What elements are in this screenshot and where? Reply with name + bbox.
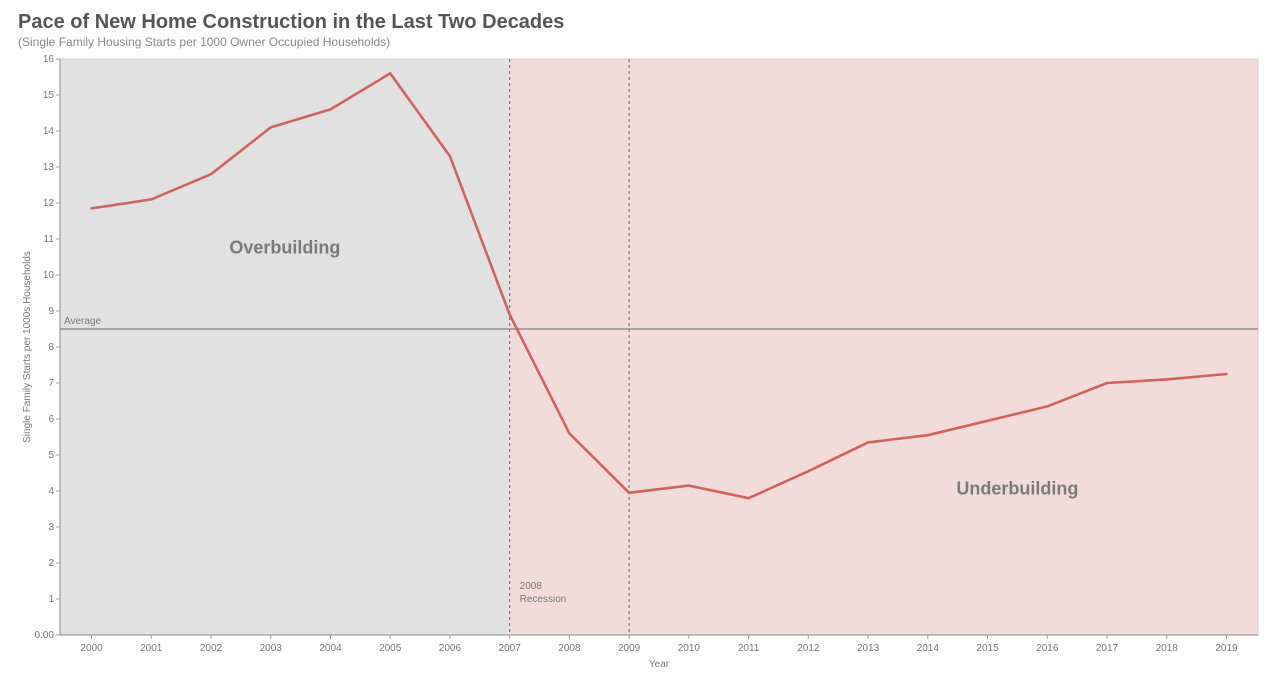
x-tick-label: 2014 [917,643,940,654]
y-tick-label: 16 [43,55,55,65]
x-tick-label: 2005 [379,643,402,654]
x-tick-label: 2004 [319,643,342,654]
recession-label-line2: Recession [520,594,567,605]
x-tick-label: 2013 [857,643,880,654]
x-tick-label: 2002 [200,643,223,654]
x-tick-label: 2001 [140,643,163,654]
x-tick-label: 2009 [618,643,641,654]
x-tick-label: 2011 [738,643,760,654]
x-tick-label: 2003 [260,643,283,654]
x-tick-label: 2017 [1096,643,1119,654]
y-tick-label: 6 [48,414,54,425]
x-tick-label: 2018 [1156,643,1179,654]
y-tick-label: 7 [48,378,54,389]
chart-subtitle: (Single Family Housing Starts per 1000 O… [18,35,1268,49]
x-axis-title: Year [649,659,670,670]
y-tick-label: 9 [48,306,54,317]
y-axis-title: Single Family Starts per 1000s Household… [22,251,33,443]
x-tick-label: 2015 [976,643,999,654]
x-tick-label: 2010 [678,643,701,654]
x-tick-label: 2019 [1215,643,1238,654]
x-tick-label: 2006 [439,643,462,654]
x-tick-label: 2016 [1036,643,1059,654]
chart-title: Pace of New Home Construction in the Las… [18,10,1268,35]
underbuilding-label: Underbuilding [956,479,1078,499]
y-tick-label: 10 [43,270,55,281]
x-tick-label: 2012 [797,643,820,654]
x-tick-label: 2007 [499,643,522,654]
y-tick-label: 4 [48,486,54,497]
y-tick-label: 1 [48,594,54,605]
y-tick-label: 15 [43,90,55,101]
x-tick-label: 2008 [558,643,581,654]
chart-container: 0.0012345678910111213141516Single Family… [18,55,1268,673]
y-tick-label: 0.00 [35,630,55,641]
recession-label-line1: 2008 [520,581,543,592]
y-tick-label: 11 [44,234,55,245]
y-tick-label: 2 [48,558,54,569]
y-tick-label: 12 [43,198,55,209]
y-tick-label: 13 [43,162,55,173]
y-tick-label: 3 [48,522,54,533]
y-tick-label: 5 [48,450,54,461]
y-tick-label: 8 [48,342,54,353]
underbuilding-region [510,59,1258,635]
y-tick-label: 14 [43,126,55,137]
overbuilding-label: Overbuilding [229,237,340,257]
average-label: Average [64,316,102,327]
x-tick-label: 2000 [80,643,103,654]
title-block: Pace of New Home Construction in the Las… [0,0,1286,49]
chart-svg: 0.0012345678910111213141516Single Family… [18,55,1268,673]
